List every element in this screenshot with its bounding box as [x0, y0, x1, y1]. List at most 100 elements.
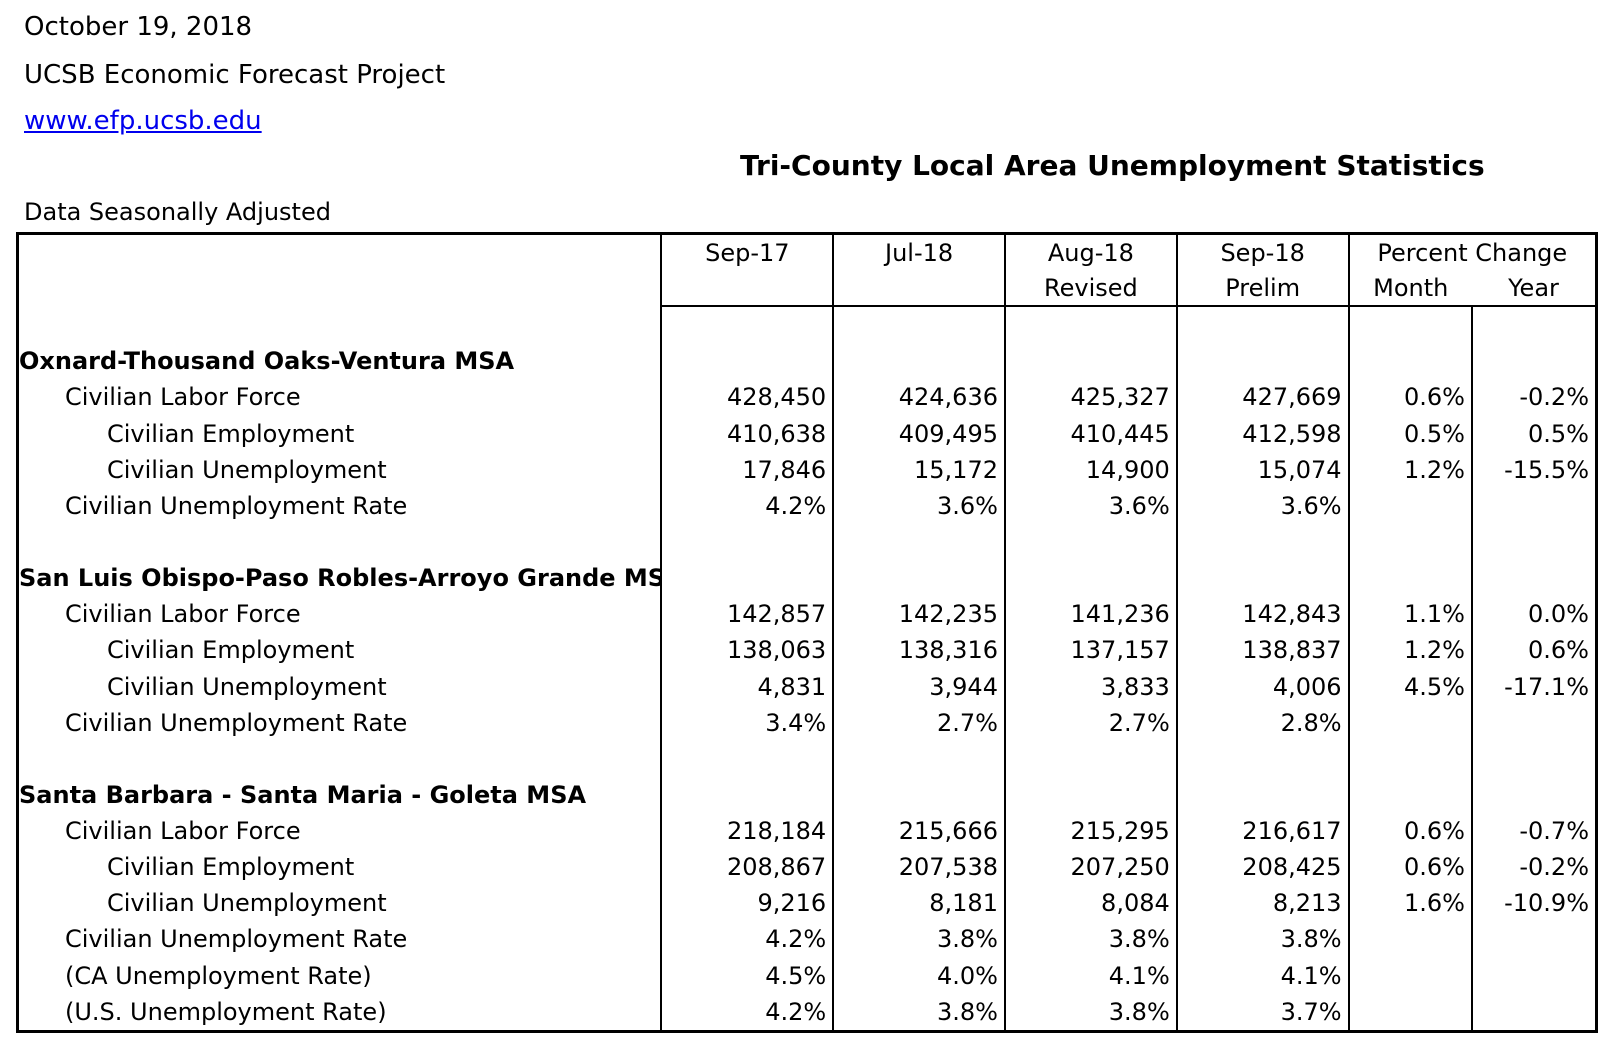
spacer-cell	[1175, 523, 1349, 561]
value-cell: 3,833	[1003, 668, 1177, 705]
month-change-cell	[1347, 487, 1472, 524]
adjustment-note: Data Seasonally Adjusted	[24, 198, 331, 226]
value-cell: 207,538	[832, 849, 1005, 886]
spacer-cell	[1003, 560, 1177, 597]
spacer-cell	[1347, 560, 1472, 597]
row-label: Civilian Unemployment Rate	[65, 708, 408, 737]
spacer-cell	[1175, 306, 1349, 344]
spacer-cell	[1347, 306, 1472, 344]
header-blank	[18, 270, 662, 306]
month-change-cell	[1347, 993, 1472, 1032]
spacer-cell	[832, 523, 1005, 561]
value-cell: 428,450	[660, 379, 834, 416]
spacer-cell	[1003, 306, 1177, 344]
month-change-cell: 0.6%	[1347, 849, 1472, 886]
value-cell: 427,669	[1175, 379, 1349, 416]
table-row: Civilian Unemployment Rate 4.2% 3.8% 3.8% 3.…	[18, 921, 1597, 958]
table-row: Civilian Unemployment Rate 4.2% 3.6% 3.6% 3.…	[18, 487, 1597, 524]
month-change-cell: 1.1%	[1347, 596, 1472, 633]
value-cell: 15,074	[1175, 451, 1349, 488]
value-cell: 207,250	[1003, 849, 1177, 886]
value-cell: 410,445	[1003, 415, 1177, 452]
spacer-cell	[1470, 740, 1597, 777]
value-cell: 4,831	[660, 668, 834, 705]
year-change-cell: -10.9%	[1470, 885, 1597, 922]
row-label: Civilian Employment	[107, 419, 355, 448]
value-cell: 142,235	[832, 596, 1005, 633]
value-cell: 2.7%	[832, 704, 1005, 741]
value-cell: 3.8%	[832, 921, 1005, 958]
spacer-cell	[1175, 560, 1349, 597]
value-cell: 142,857	[660, 596, 834, 633]
value-cell: 410,638	[660, 415, 834, 452]
spacer-cell	[1347, 343, 1472, 380]
table-row: Civilian Labor Force 142,857 142,235 141,23…	[18, 596, 1597, 633]
section-header-row: Santa Barbara - Santa Maria - Goleta MSA	[18, 776, 1597, 813]
value-cell: 8,084	[1003, 885, 1177, 922]
value-cell: 3.8%	[832, 993, 1005, 1032]
col-subheader-sep17	[660, 270, 834, 307]
row-label: Civilian Labor Force	[65, 817, 301, 846]
section-header-row: Oxnard-Thousand Oaks-Ventura MSA	[18, 343, 1597, 380]
table-row: Civilian Labor Force 428,450 424,636 425,32…	[18, 379, 1597, 416]
col-subheader-month: Month	[1347, 270, 1472, 307]
month-change-cell: 0.6%	[1347, 813, 1472, 850]
value-cell: 141,236	[1003, 596, 1177, 633]
spacer-cell	[1470, 306, 1597, 344]
spacer-cell	[660, 560, 834, 597]
spacer-cell	[832, 343, 1005, 380]
month-change-cell	[1347, 957, 1472, 994]
col-header-jul18: Jul-18	[832, 233, 1005, 270]
spacer-cell	[660, 776, 834, 813]
month-change-cell: 4.5%	[1347, 668, 1472, 705]
row-label: Civilian Employment	[107, 636, 355, 665]
year-change-cell: 0.5%	[1470, 415, 1597, 452]
value-cell: 4.5%	[660, 957, 834, 994]
spacer-cell	[18, 524, 662, 560]
value-cell: 8,181	[832, 885, 1005, 922]
value-cell: 142,843	[1175, 596, 1349, 633]
spacer-cell	[18, 306, 662, 343]
value-cell: 3,944	[832, 668, 1005, 705]
year-change-cell	[1470, 704, 1597, 741]
year-change-cell	[1470, 487, 1597, 524]
col-subheader-jul18	[832, 270, 1005, 307]
value-cell: 215,295	[1003, 813, 1177, 850]
value-cell: 137,157	[1003, 632, 1177, 669]
spacer-cell	[1175, 343, 1349, 380]
value-cell: 215,666	[832, 813, 1005, 850]
value-cell: 218,184	[660, 813, 834, 850]
value-cell: 208,867	[660, 849, 834, 886]
spacer-cell	[1347, 776, 1472, 813]
spacer-cell	[660, 306, 834, 344]
value-cell: 3.8%	[1175, 921, 1349, 958]
value-cell: 4.0%	[832, 957, 1005, 994]
spacer-cell	[1470, 776, 1597, 813]
spacer-cell	[660, 740, 834, 777]
value-cell: 2.8%	[1175, 704, 1349, 741]
spacer-cell	[1003, 776, 1177, 813]
spacer-cell	[1003, 343, 1177, 380]
spacer-cell	[832, 740, 1005, 777]
table-row: Civilian Employment 138,063 138,316 137,157…	[18, 632, 1597, 669]
value-cell: 4,006	[1175, 668, 1349, 705]
report-title: Tri-County Local Area Unemployment Stati…	[740, 149, 1485, 182]
value-cell: 424,636	[832, 379, 1005, 416]
spacer-row	[18, 523, 1597, 561]
row-label: (CA Unemployment Rate)	[65, 961, 372, 990]
value-cell: 216,617	[1175, 813, 1349, 850]
table-row: (CA Unemployment Rate) 4.5% 4.0% 4.1% 4.1%	[18, 957, 1597, 994]
value-cell: 4.2%	[660, 487, 834, 524]
table-row: Civilian Unemployment 9,216 8,181 8,084 8,21…	[18, 885, 1597, 922]
spacer-cell	[660, 523, 834, 561]
value-cell: 14,900	[1003, 451, 1177, 488]
row-label: (U.S. Unemployment Rate)	[65, 997, 387, 1026]
spacer-cell	[832, 776, 1005, 813]
value-cell: 138,063	[660, 632, 834, 669]
value-cell: 4.2%	[660, 993, 834, 1032]
value-cell: 4.2%	[660, 921, 834, 958]
value-cell: 412,598	[1175, 415, 1349, 452]
row-label: Civilian Labor Force	[65, 600, 301, 629]
website-link[interactable]: www.efp.ucsb.edu	[24, 106, 262, 136]
col-header-sep17: Sep-17	[660, 233, 834, 270]
